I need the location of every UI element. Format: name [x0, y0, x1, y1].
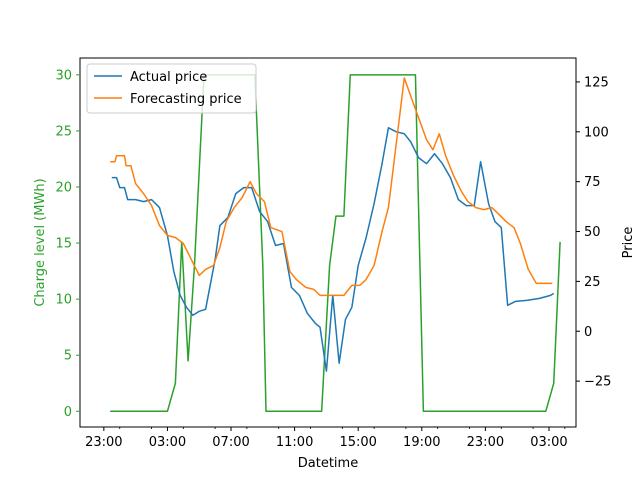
left-tick-label: 25	[55, 124, 72, 139]
series-layer	[110, 74, 561, 413]
right-axis-ticks: −25 0 25 50 75 100 125	[576, 75, 611, 390]
legend-box	[86, 63, 257, 114]
right-tick-label: 0	[584, 325, 592, 340]
legend-label-actual: Actual price	[130, 70, 207, 85]
left-tick-label: 5	[64, 349, 72, 364]
legend: Actual price Forecasting price	[86, 63, 257, 114]
x-tick-label: 23:00	[85, 435, 122, 450]
left-axis-label: Charge level (MWh)	[33, 178, 48, 306]
x-tick-label: 11:00	[276, 435, 313, 450]
left-tick-label: 10	[55, 293, 72, 308]
legend-label-forecast: Forecasting price	[130, 92, 242, 107]
x-tick-label: 23:00	[467, 435, 504, 450]
right-tick-label: −25	[584, 375, 611, 390]
left-axis-ticks: 0 5 10 15 20 25 30	[55, 68, 80, 420]
left-tick-label: 0	[64, 405, 72, 420]
left-tick-label: 15	[55, 237, 72, 252]
series-line-charge-level	[110, 74, 561, 413]
x-tick-label: 19:00	[403, 435, 440, 450]
right-tick-label: 50	[584, 225, 601, 240]
x-axis-label: Datetime	[298, 456, 358, 471]
x-tick-label: 07:00	[212, 435, 249, 450]
right-tick-label: 125	[584, 75, 609, 90]
right-tick-label: 25	[584, 275, 601, 290]
right-tick-label: 100	[584, 125, 609, 140]
x-tick-label: 03:00	[149, 435, 186, 450]
plot-frame	[79, 57, 577, 428]
series-line-forecasting-price	[110, 77, 553, 297]
x-axis-ticks: 23:00 03:00 07:00 11:00 15:00 19:00 23:00 03:00	[85, 427, 568, 450]
x-tick-label: 15:00	[339, 435, 376, 450]
x-tick-label: 03:00	[530, 435, 567, 450]
right-axis-label: Price	[621, 227, 636, 259]
left-tick-label: 20	[55, 180, 72, 195]
right-tick-label: 75	[584, 175, 601, 190]
left-tick-label: 30	[55, 68, 72, 83]
